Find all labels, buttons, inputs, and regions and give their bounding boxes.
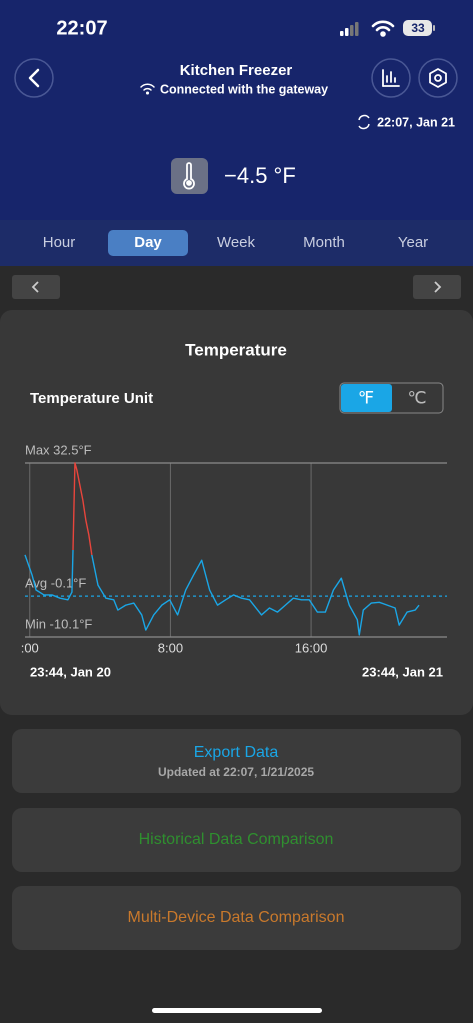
wifi-icon bbox=[371, 20, 395, 37]
tab[interactable]: Hour bbox=[43, 234, 76, 251]
tab[interactable]: Month bbox=[303, 234, 345, 251]
x-tick-label: 8:00 bbox=[158, 640, 183, 655]
tab[interactable]: Day bbox=[134, 234, 162, 251]
button-label: Historical Data Comparison bbox=[139, 831, 334, 848]
reference-label: Min -10.1°F bbox=[25, 616, 92, 631]
battery-tip bbox=[433, 25, 435, 31]
button-sublabel: Updated at 22:07, 1/21/2025 bbox=[158, 765, 314, 779]
tab-bar bbox=[0, 220, 473, 266]
unit-label: Temperature Unit bbox=[30, 390, 153, 407]
last-updated: 22:07, Jan 21 bbox=[377, 115, 455, 129]
settings-button[interactable] bbox=[418, 58, 458, 98]
status-time: 22:07 bbox=[56, 17, 107, 39]
unit-option[interactable]: ℃ bbox=[407, 388, 426, 407]
x-tick-label: 16:00 bbox=[295, 640, 328, 655]
action-buttons: Export Data Updated at 22:07, 1/21/2025 Hi… bbox=[12, 729, 461, 950]
tabs: Hour Day Week Month Year bbox=[43, 234, 428, 251]
temperature-line bbox=[24, 549, 420, 636]
battery-icon bbox=[403, 20, 432, 36]
reference-label: Max 32.5°F bbox=[25, 442, 92, 457]
action-button[interactable] bbox=[12, 808, 461, 872]
chart-icon bbox=[382, 69, 400, 87]
x-tick-label: :00 bbox=[21, 640, 39, 655]
range-end: 23:44, Jan 21 bbox=[362, 664, 443, 679]
thermometer-icon bbox=[183, 162, 195, 190]
previous-arrow bbox=[31, 281, 39, 293]
settings-icon bbox=[429, 68, 447, 88]
range-start: 23:44, Jan 20 bbox=[30, 664, 111, 679]
next-button[interactable] bbox=[413, 275, 461, 299]
previous-button[interactable] bbox=[12, 275, 60, 299]
unit-toggle bbox=[339, 382, 444, 414]
back-button[interactable] bbox=[14, 58, 54, 98]
signal-icon bbox=[340, 22, 359, 36]
header-background bbox=[0, 0, 473, 220]
connection-status: Connected with the gateway bbox=[160, 82, 328, 96]
button-label: Multi-Device Data Comparison bbox=[128, 909, 345, 926]
battery-level: 33 bbox=[411, 21, 425, 35]
chart: :00 8:00 16:00 Max 32.5°F Avg -0.1°F Min -10.… bbox=[21, 442, 447, 679]
back-arrow bbox=[28, 68, 40, 88]
sync-icon bbox=[358, 114, 370, 130]
current-reading: −4.5 °F bbox=[224, 163, 296, 188]
tab[interactable]: Year bbox=[398, 234, 428, 251]
home-indicator bbox=[152, 1008, 322, 1013]
selected-tab bbox=[108, 230, 188, 256]
action-button[interactable] bbox=[12, 886, 461, 950]
unit-option[interactable]: ℉ bbox=[358, 388, 374, 407]
thermometer-tile bbox=[171, 158, 208, 194]
tab[interactable]: Week bbox=[217, 234, 256, 251]
chart-button[interactable] bbox=[371, 58, 411, 98]
gateway-wifi-icon bbox=[140, 83, 155, 95]
temperature-line bbox=[72, 462, 93, 556]
button-label: Export Data bbox=[194, 744, 279, 761]
device-title: Kitchen Freezer bbox=[180, 62, 293, 79]
card-title: Temperature bbox=[185, 340, 287, 359]
next-arrow bbox=[434, 281, 442, 293]
action-button[interactable] bbox=[12, 729, 461, 793]
reference-label: Avg -0.1°F bbox=[25, 576, 86, 591]
chart-card bbox=[0, 310, 473, 715]
selected-unit bbox=[341, 384, 392, 412]
